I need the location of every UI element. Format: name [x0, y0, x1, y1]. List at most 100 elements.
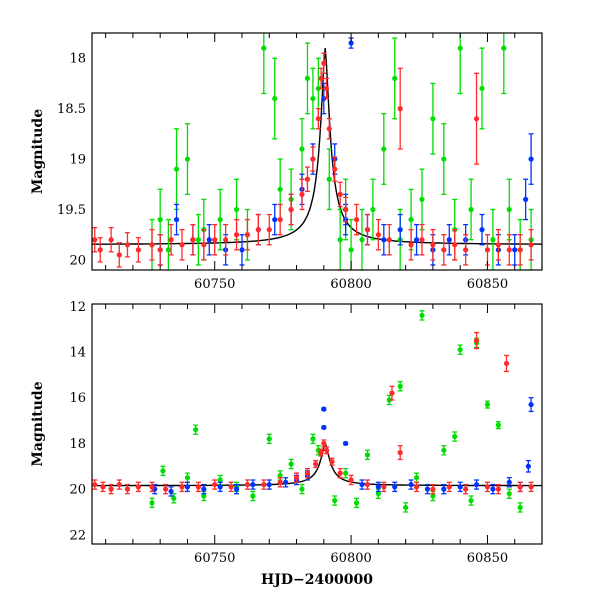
data-point: [528, 397, 534, 413]
x-tick-label: 60850: [467, 277, 508, 292]
data-point: [441, 123, 447, 196]
x-tick-label: 60800: [330, 277, 371, 292]
data-point: [397, 213, 403, 246]
y-tick-label: 18.5: [57, 102, 86, 117]
data-point: [397, 381, 403, 392]
data-point: [375, 481, 381, 493]
data-point: [244, 479, 251, 490]
data-point: [506, 234, 512, 266]
data-point: [179, 229, 185, 261]
data-point: [479, 213, 485, 246]
data-point: [430, 229, 436, 261]
data-point: [124, 232, 131, 258]
data-point: [479, 47, 485, 130]
data-point: [473, 479, 480, 490]
y-tick-label: 19.5: [57, 203, 86, 218]
data-point: [299, 483, 305, 495]
data-point: [337, 181, 343, 208]
data-point: [473, 331, 480, 350]
data-point: [116, 242, 122, 268]
series-1: [157, 37, 534, 266]
data-point: [381, 223, 387, 256]
data-point: [277, 477, 283, 488]
data-point: [484, 234, 491, 266]
data-point: [389, 385, 395, 401]
data-point: [293, 472, 300, 483]
data-point: [490, 208, 496, 270]
data-point: [212, 479, 218, 490]
data-point: [160, 465, 166, 477]
data-point: [193, 424, 199, 435]
top-panel: 60750 60800 60850 18 18.5 19 19.5 20 Magnitude: [30, 32, 543, 292]
data-point: [484, 400, 491, 409]
data-point: [457, 344, 463, 355]
data-point: [446, 481, 452, 493]
plot-frame: [91, 32, 543, 271]
data-point: [304, 42, 311, 115]
data-point: [517, 502, 523, 513]
data-point: [321, 406, 327, 412]
data-point: [173, 128, 180, 211]
data-point: [288, 193, 294, 226]
data-point: [381, 113, 387, 185]
data-point: [318, 67, 324, 90]
data-point: [228, 481, 234, 493]
data-point: [495, 229, 501, 261]
data-point: [212, 223, 218, 256]
data-point: [318, 448, 324, 457]
data-point: [403, 502, 409, 513]
data-point: [283, 477, 289, 488]
data-point: [364, 213, 371, 246]
data-point: [250, 479, 256, 490]
data-point: [506, 178, 512, 241]
data-point: [116, 479, 122, 490]
data-point: [108, 226, 114, 253]
x-tick-label: 60750: [194, 277, 235, 292]
data-point: [446, 223, 452, 256]
y-tick-label: 12: [69, 300, 86, 315]
x-tick-label: 60750: [194, 551, 235, 566]
data-point: [217, 188, 223, 251]
data-point: [430, 82, 436, 155]
data-point: [168, 223, 174, 256]
data-point: [359, 479, 365, 490]
data-point: [343, 467, 349, 479]
data-point: [184, 123, 191, 196]
data-point: [343, 440, 349, 447]
data-point: [463, 483, 469, 495]
data-point: [239, 234, 245, 266]
x-axis-title: HJD−2400000: [261, 572, 373, 588]
data-point: [525, 459, 531, 473]
data-point: [397, 67, 403, 150]
model-curve: [92, 48, 542, 245]
data-point: [195, 481, 201, 493]
data-point: [272, 57, 278, 140]
data-point: [149, 229, 155, 261]
data-point: [348, 474, 354, 486]
data-point: [223, 223, 229, 256]
data-point: [353, 497, 360, 509]
data-point: [272, 203, 278, 236]
model-curve: [92, 441, 542, 487]
data-point: [233, 483, 240, 495]
data-point: [413, 481, 420, 493]
data-point: [206, 223, 212, 256]
data-point: [310, 146, 316, 172]
data-point: [506, 488, 512, 499]
data-point: [310, 433, 316, 445]
data-point: [310, 67, 316, 130]
data-point: [313, 459, 319, 469]
data-point: [135, 237, 141, 263]
data-point: [463, 234, 469, 266]
data-point: [255, 213, 261, 246]
data-point: [165, 218, 171, 270]
data-point: [386, 223, 392, 256]
data-point: [468, 495, 474, 506]
y-tick-label: 22: [69, 528, 86, 543]
data-point: [386, 394, 392, 406]
data-point: [419, 168, 425, 231]
data-point: [441, 234, 447, 266]
data-point: [157, 234, 163, 266]
data-point: [190, 223, 196, 256]
data-point: [261, 479, 267, 490]
